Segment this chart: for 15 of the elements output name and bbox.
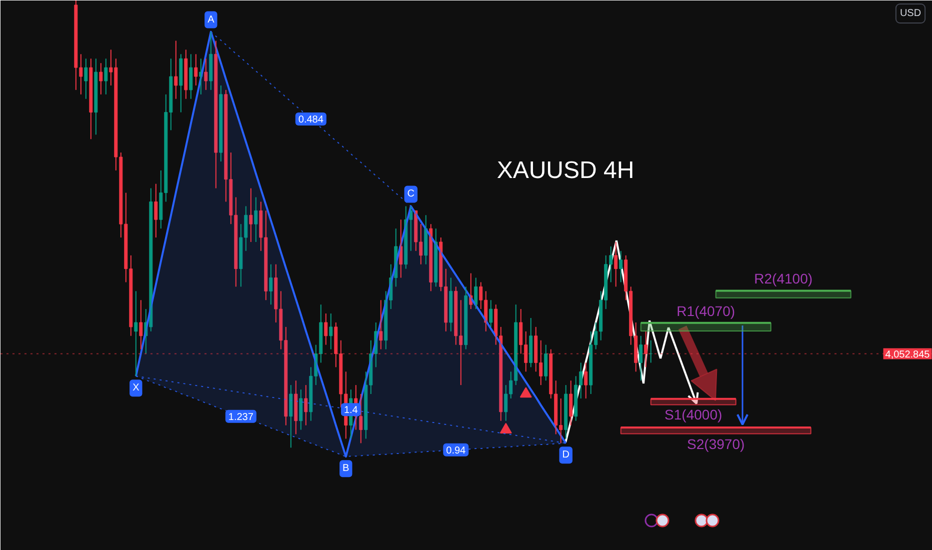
text: USD	[900, 8, 922, 19]
annotation: X	[132, 382, 140, 394]
point	[520, 387, 532, 398]
annotation: C	[407, 188, 415, 200]
annotation: A	[208, 14, 215, 26]
series-label: S1(4000)	[664, 406, 722, 423]
annotation: D	[562, 450, 570, 461]
series-label: R2(4100)	[754, 270, 813, 287]
annotation: B	[342, 463, 350, 474]
text: XAUUSD 4H	[496, 157, 634, 184]
annotation: 1.4	[344, 405, 358, 416]
point	[500, 422, 512, 434]
series-label: R1(4070)	[676, 302, 736, 319]
series-label: S2(3970)	[687, 436, 745, 452]
annotation: 4,052.845	[885, 349, 930, 360]
